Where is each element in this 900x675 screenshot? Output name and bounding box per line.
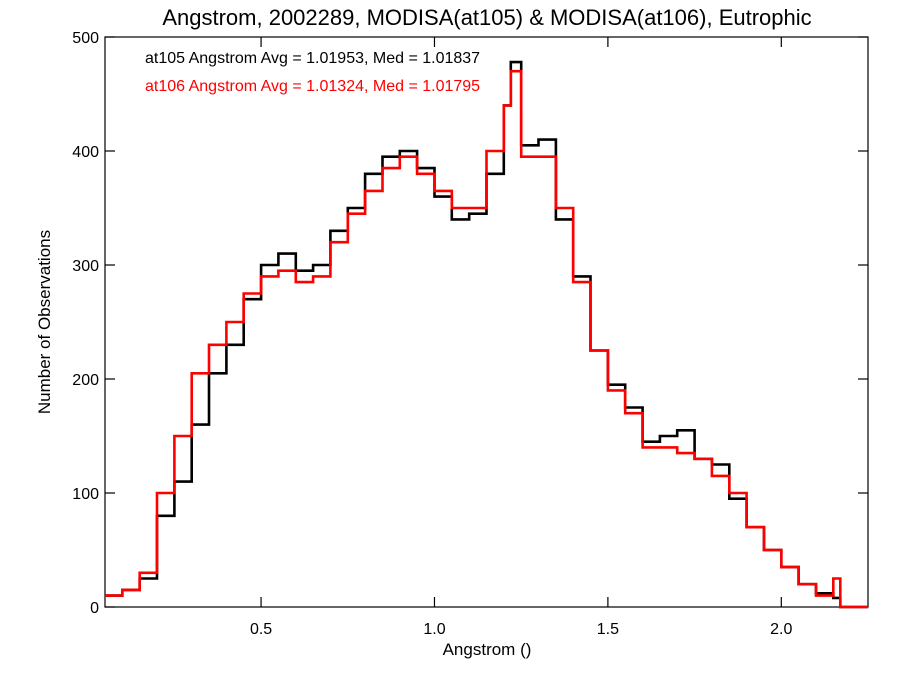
y-axis: 0 100 200 300 400 500 (72, 30, 868, 617)
x-axis-label: Angstrom () (443, 640, 532, 659)
x-tick-label: 2.0 (770, 621, 792, 638)
x-tick-label: 0.5 (250, 621, 272, 638)
y-tick-label: 300 (72, 258, 99, 275)
y-tick-label: 500 (72, 30, 99, 47)
y-tick-label: 400 (72, 144, 99, 161)
legend-annotation-at105: at105 Angstrom Avg = 1.01953, Med = 1.01… (145, 50, 480, 67)
x-tick-label: 1.5 (597, 621, 619, 638)
chart-title: Angstrom, 2002289, MODISA(at105) & MODIS… (162, 5, 811, 30)
legend-annotation-at106: at106 Angstrom Avg = 1.01324, Med = 1.01… (145, 78, 480, 95)
y-tick-label: 200 (72, 372, 99, 389)
series-line-at105 (105, 60, 868, 609)
y-tick-label: 100 (72, 486, 99, 503)
x-tick-label: 1.0 (423, 621, 445, 638)
plot-area-frame (104, 36, 869, 608)
y-tick-label: 0 (90, 600, 99, 617)
x-axis: 0.5 1.0 1.5 2.0 (250, 37, 793, 638)
y-axis-label: Number of Observations (35, 230, 54, 414)
series-layer (105, 60, 868, 609)
series-line-at106 (105, 69, 868, 609)
